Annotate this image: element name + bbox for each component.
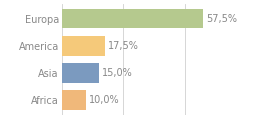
- Bar: [62, 36, 105, 56]
- Bar: [62, 90, 86, 110]
- Bar: [62, 63, 99, 83]
- Bar: [62, 9, 203, 28]
- Text: 17,5%: 17,5%: [108, 41, 139, 51]
- Text: 57,5%: 57,5%: [206, 14, 237, 24]
- Text: 15,0%: 15,0%: [102, 68, 132, 78]
- Text: 10,0%: 10,0%: [89, 95, 120, 105]
